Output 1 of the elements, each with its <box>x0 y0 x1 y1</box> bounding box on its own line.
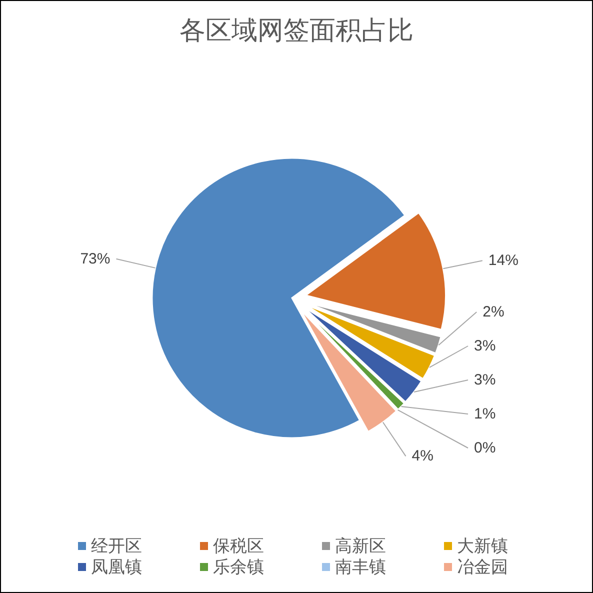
title: 各区域网签面积占比 <box>180 15 414 45</box>
